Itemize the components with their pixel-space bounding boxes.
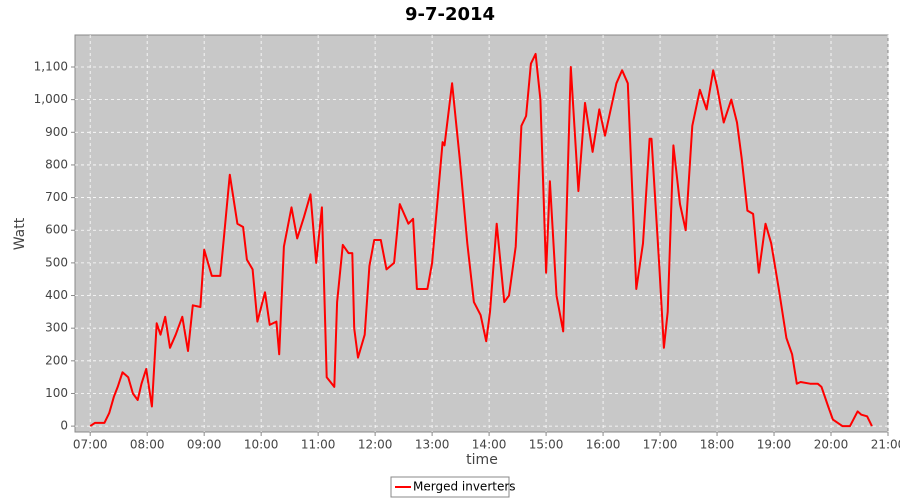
x-tick-label: 15:00 bbox=[529, 438, 564, 452]
x-tick-label: 19:00 bbox=[757, 438, 792, 452]
y-tick-label: 600 bbox=[45, 223, 68, 237]
data-line bbox=[89, 52, 873, 428]
x-tick-label: 09:00 bbox=[187, 438, 222, 452]
x-tick-label: 07:00 bbox=[73, 438, 108, 452]
y-tick-label: 800 bbox=[45, 157, 68, 171]
x-tick-label: 16:00 bbox=[586, 438, 621, 452]
x-tick-label: 08:00 bbox=[130, 438, 165, 452]
x-tick-label: 14:00 bbox=[472, 438, 507, 452]
y-tick-label: 700 bbox=[45, 190, 68, 204]
chart-title: 9-7-2014 bbox=[405, 4, 495, 25]
plot-area bbox=[74, 34, 889, 433]
x-tick-label: 20:00 bbox=[814, 438, 849, 452]
legend-box bbox=[390, 476, 510, 498]
y-tick-label: 100 bbox=[45, 386, 68, 400]
y-tick-label: 500 bbox=[45, 255, 68, 269]
y-tick-label: 0 bbox=[60, 419, 68, 433]
x-tick-label: 11:00 bbox=[301, 438, 336, 452]
y-tick-label: 1,100 bbox=[34, 59, 68, 73]
y-tick-label: 400 bbox=[45, 288, 68, 302]
y-tick-label: 300 bbox=[45, 321, 68, 335]
y-tick-label: 200 bbox=[45, 353, 68, 367]
legend-label: Merged inverters bbox=[413, 480, 516, 494]
y-tick-label: 900 bbox=[45, 125, 68, 139]
x-tick-label: 18:00 bbox=[700, 438, 735, 452]
x-tick-label: 12:00 bbox=[358, 438, 393, 452]
x-tick-label: 13:00 bbox=[415, 438, 450, 452]
x-tick-label: 17:00 bbox=[643, 438, 678, 452]
x-tick-label: 21:00 bbox=[871, 438, 900, 452]
x-tick-label: 10:00 bbox=[244, 438, 279, 452]
x-axis-label: time bbox=[466, 452, 498, 468]
y-axis-label: Watt bbox=[12, 217, 28, 250]
y-tick-label: 1,000 bbox=[34, 92, 68, 106]
